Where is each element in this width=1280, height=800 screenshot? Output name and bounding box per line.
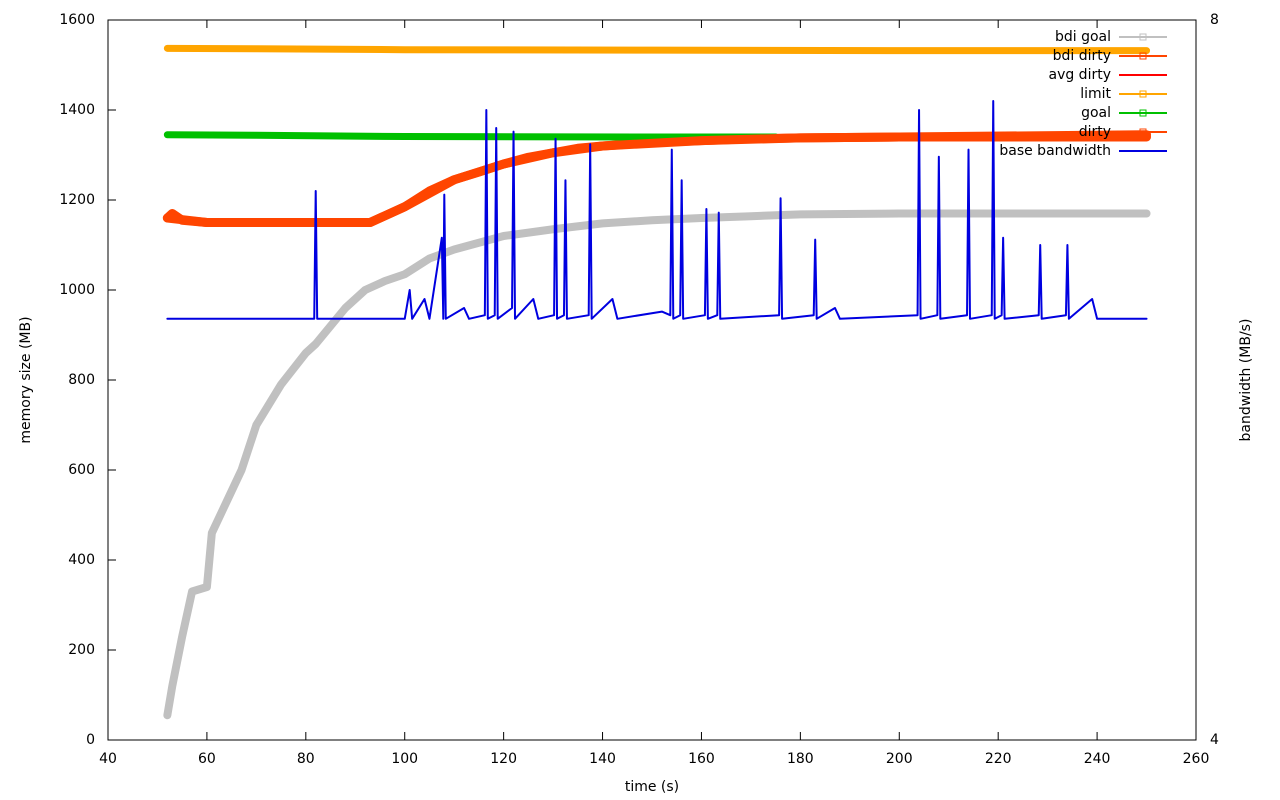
legend-label: base bandwidth bbox=[999, 143, 1111, 159]
y2-axis-label: bandwidth (MB/s) bbox=[1238, 319, 1254, 442]
x-tick-label: 60 bbox=[198, 751, 216, 767]
y-axis-label: memory size (MB) bbox=[18, 316, 34, 443]
legend-marker bbox=[1139, 128, 1147, 136]
plot-area bbox=[162, 44, 1152, 720]
legend-marker bbox=[1139, 90, 1147, 98]
y2-tick-label: 8 bbox=[1210, 12, 1219, 28]
x-tick-label: 260 bbox=[1183, 751, 1210, 767]
legend-label: goal bbox=[1081, 105, 1111, 121]
x-tick-label: 100 bbox=[391, 751, 418, 767]
y-tick-label: 1200 bbox=[59, 192, 95, 208]
x-axis-label: time (s) bbox=[625, 779, 679, 795]
x-tick-label: 240 bbox=[1084, 751, 1111, 767]
series-line bbox=[163, 209, 1151, 720]
x-tick-label: 220 bbox=[985, 751, 1012, 767]
legend-label: avg dirty bbox=[1048, 67, 1111, 83]
x-tick-label: 160 bbox=[688, 751, 715, 767]
x-tick-label: 180 bbox=[787, 751, 814, 767]
x-tick-label: 120 bbox=[490, 751, 517, 767]
legend-marker bbox=[1139, 52, 1147, 60]
legend-label: limit bbox=[1080, 86, 1111, 102]
y-tick-label: 1000 bbox=[59, 282, 95, 298]
series-line bbox=[162, 130, 1152, 227]
x-tick-label: 200 bbox=[886, 751, 913, 767]
x-tick-label: 40 bbox=[99, 751, 117, 767]
legend-label: bdi goal bbox=[1055, 29, 1111, 45]
legend-label: dirty bbox=[1079, 124, 1111, 140]
y2-tick-label: 4 bbox=[1210, 732, 1219, 748]
y-tick-label: 800 bbox=[68, 372, 95, 388]
legend-marker bbox=[1139, 109, 1147, 117]
y-tick-label: 1400 bbox=[59, 102, 95, 118]
legend-label: bdi dirty bbox=[1053, 48, 1111, 64]
y-tick-label: 400 bbox=[68, 552, 95, 568]
y-tick-label: 200 bbox=[68, 642, 95, 658]
y-tick-label: 600 bbox=[68, 462, 95, 478]
x-tick-label: 80 bbox=[297, 751, 315, 767]
series-line bbox=[163, 131, 780, 141]
y-tick-label: 0 bbox=[86, 732, 95, 748]
series-line bbox=[166, 100, 1148, 320]
x-tick-label: 140 bbox=[589, 751, 616, 767]
plot-border bbox=[107, 19, 1197, 741]
series-line bbox=[163, 44, 1151, 55]
legend-marker bbox=[1139, 33, 1147, 41]
y-tick-label: 1600 bbox=[59, 12, 95, 28]
